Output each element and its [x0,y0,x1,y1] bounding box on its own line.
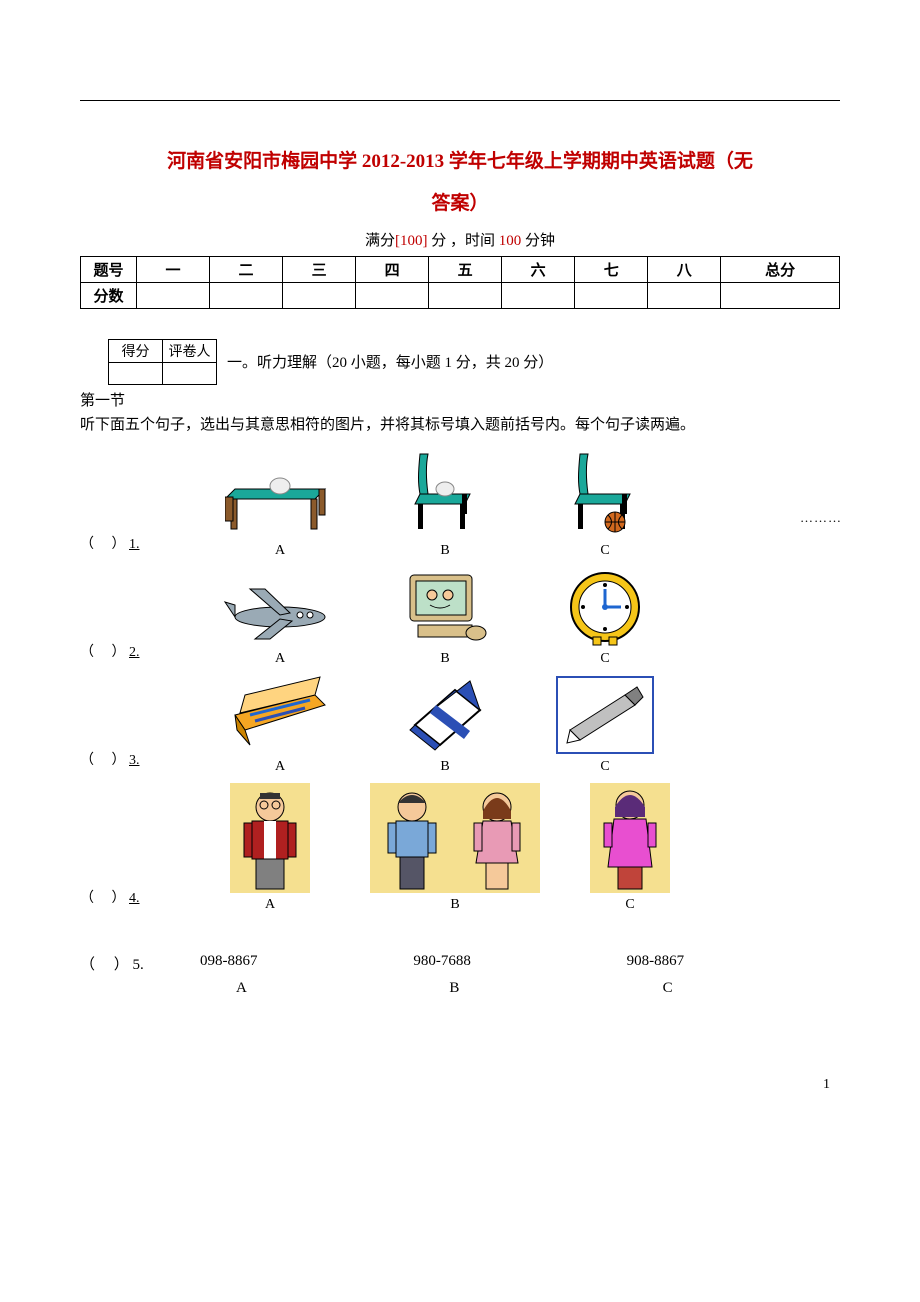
q5-letter-a: A [200,980,413,997]
section-header-row: 得分 评卷人 一。听力理解（20 小题，每小题 1 分，共 20 分） [80,339,840,385]
computer-icon [400,567,490,647]
pencil-case-icon [225,675,335,755]
col-header: 四 [356,256,429,282]
man-icon [230,783,310,893]
boy-girl-icon [370,783,540,893]
question-row-2: （ ） 2. A [80,567,840,667]
col-header: 七 [575,256,648,282]
question-row-5: （ ） 5. 098-8867 980-7688 908-8867 [80,953,840,974]
mini-header: 评卷人 [163,339,217,362]
chair-ball-icon [400,444,490,539]
q5-option-c-value: 908-8867 [627,953,840,974]
score-cell [429,282,502,308]
option-b: B [360,675,530,775]
option-b: B [360,444,530,559]
option-b: B [340,783,570,913]
mini-cell [109,362,163,384]
chair-basketball-icon [560,444,650,539]
question-label: （ ） 2. [80,641,200,667]
option-c: C [530,444,680,559]
col-header: 六 [502,256,575,282]
top-rule [80,100,840,101]
pen-icon [555,675,655,755]
airplane-icon [220,577,340,647]
table-icon [225,459,335,539]
col-header: 总分 [721,256,840,282]
col-header: 二 [210,256,283,282]
score-cell [575,282,648,308]
question-row-5-letters: A B C [80,980,840,997]
option-a: A [200,577,360,667]
question-label: （ ） 3. [80,749,200,775]
table-row: 分数 [81,282,840,308]
clock-icon [565,567,645,647]
ellipsis-dots: ……… [800,510,842,526]
q5-option-a-value: 098-8867 [200,953,413,974]
table-row: 题号 一 二 三 四 五 六 七 八 总分 [81,256,840,282]
exam-title: 河南省安阳市梅园中学 2012-2013 学年七年级上学期期中英语试题（无 答案… [80,141,840,225]
score-cell [502,282,575,308]
row-label: 题号 [81,256,137,282]
mini-score-table: 得分 评卷人 [108,339,217,385]
col-header: 三 [283,256,356,282]
question-block: （ ） 1. A [80,444,840,997]
q5-letter-b: B [413,980,626,997]
option-c: C [570,783,690,913]
mini-header: 得分 [109,339,163,362]
score-cell [648,282,721,308]
eraser-icon [395,675,495,755]
question-row-1: （ ） 1. A [80,444,840,559]
title-line1: 河南省安阳市梅园中学 2012-2013 学年七年级上学期期中英语试题（无 [167,151,753,172]
subhead: 满分[100] 分 ，时间 100 分钟 [80,229,840,250]
col-header: 五 [429,256,502,282]
q5-option-b-value: 980-7688 [413,953,626,974]
question-label: （ ） 5. [80,953,200,974]
option-a: A [200,783,340,913]
question-label: （ ） 4. [80,887,200,913]
mini-cell [163,362,217,384]
option-a: A [200,459,360,559]
instruction: 听下面五个句子，选出与其意思相符的图片，并将其标号填入题前括号内。每个句子读两遍… [80,413,840,434]
row-label: 分数 [81,282,137,308]
question-row-4: （ ） 4. [80,783,840,913]
option-b: B [360,567,530,667]
question-label: （ ） 1. [80,533,200,559]
page-number: 1 [80,1077,840,1093]
score-cell [356,282,429,308]
score-cell [721,282,840,308]
option-c: C [530,675,680,775]
score-cell [283,282,356,308]
part-label: 第一节 [80,389,840,410]
col-header: 一 [137,256,210,282]
option-a: A [200,675,360,775]
score-cell [137,282,210,308]
q5-letter-c: C [627,980,840,997]
col-header: 八 [648,256,721,282]
score-cell [210,282,283,308]
score-table: 题号 一 二 三 四 五 六 七 八 总分 分数 [80,256,840,309]
question-row-3: （ ） 3. A [80,675,840,775]
option-c: C [530,567,680,667]
title-line2: 答案） [431,193,488,214]
woman-icon [590,783,670,893]
section1-title: 一。听力理解（20 小题，每小题 1 分，共 20 分） [227,351,553,372]
